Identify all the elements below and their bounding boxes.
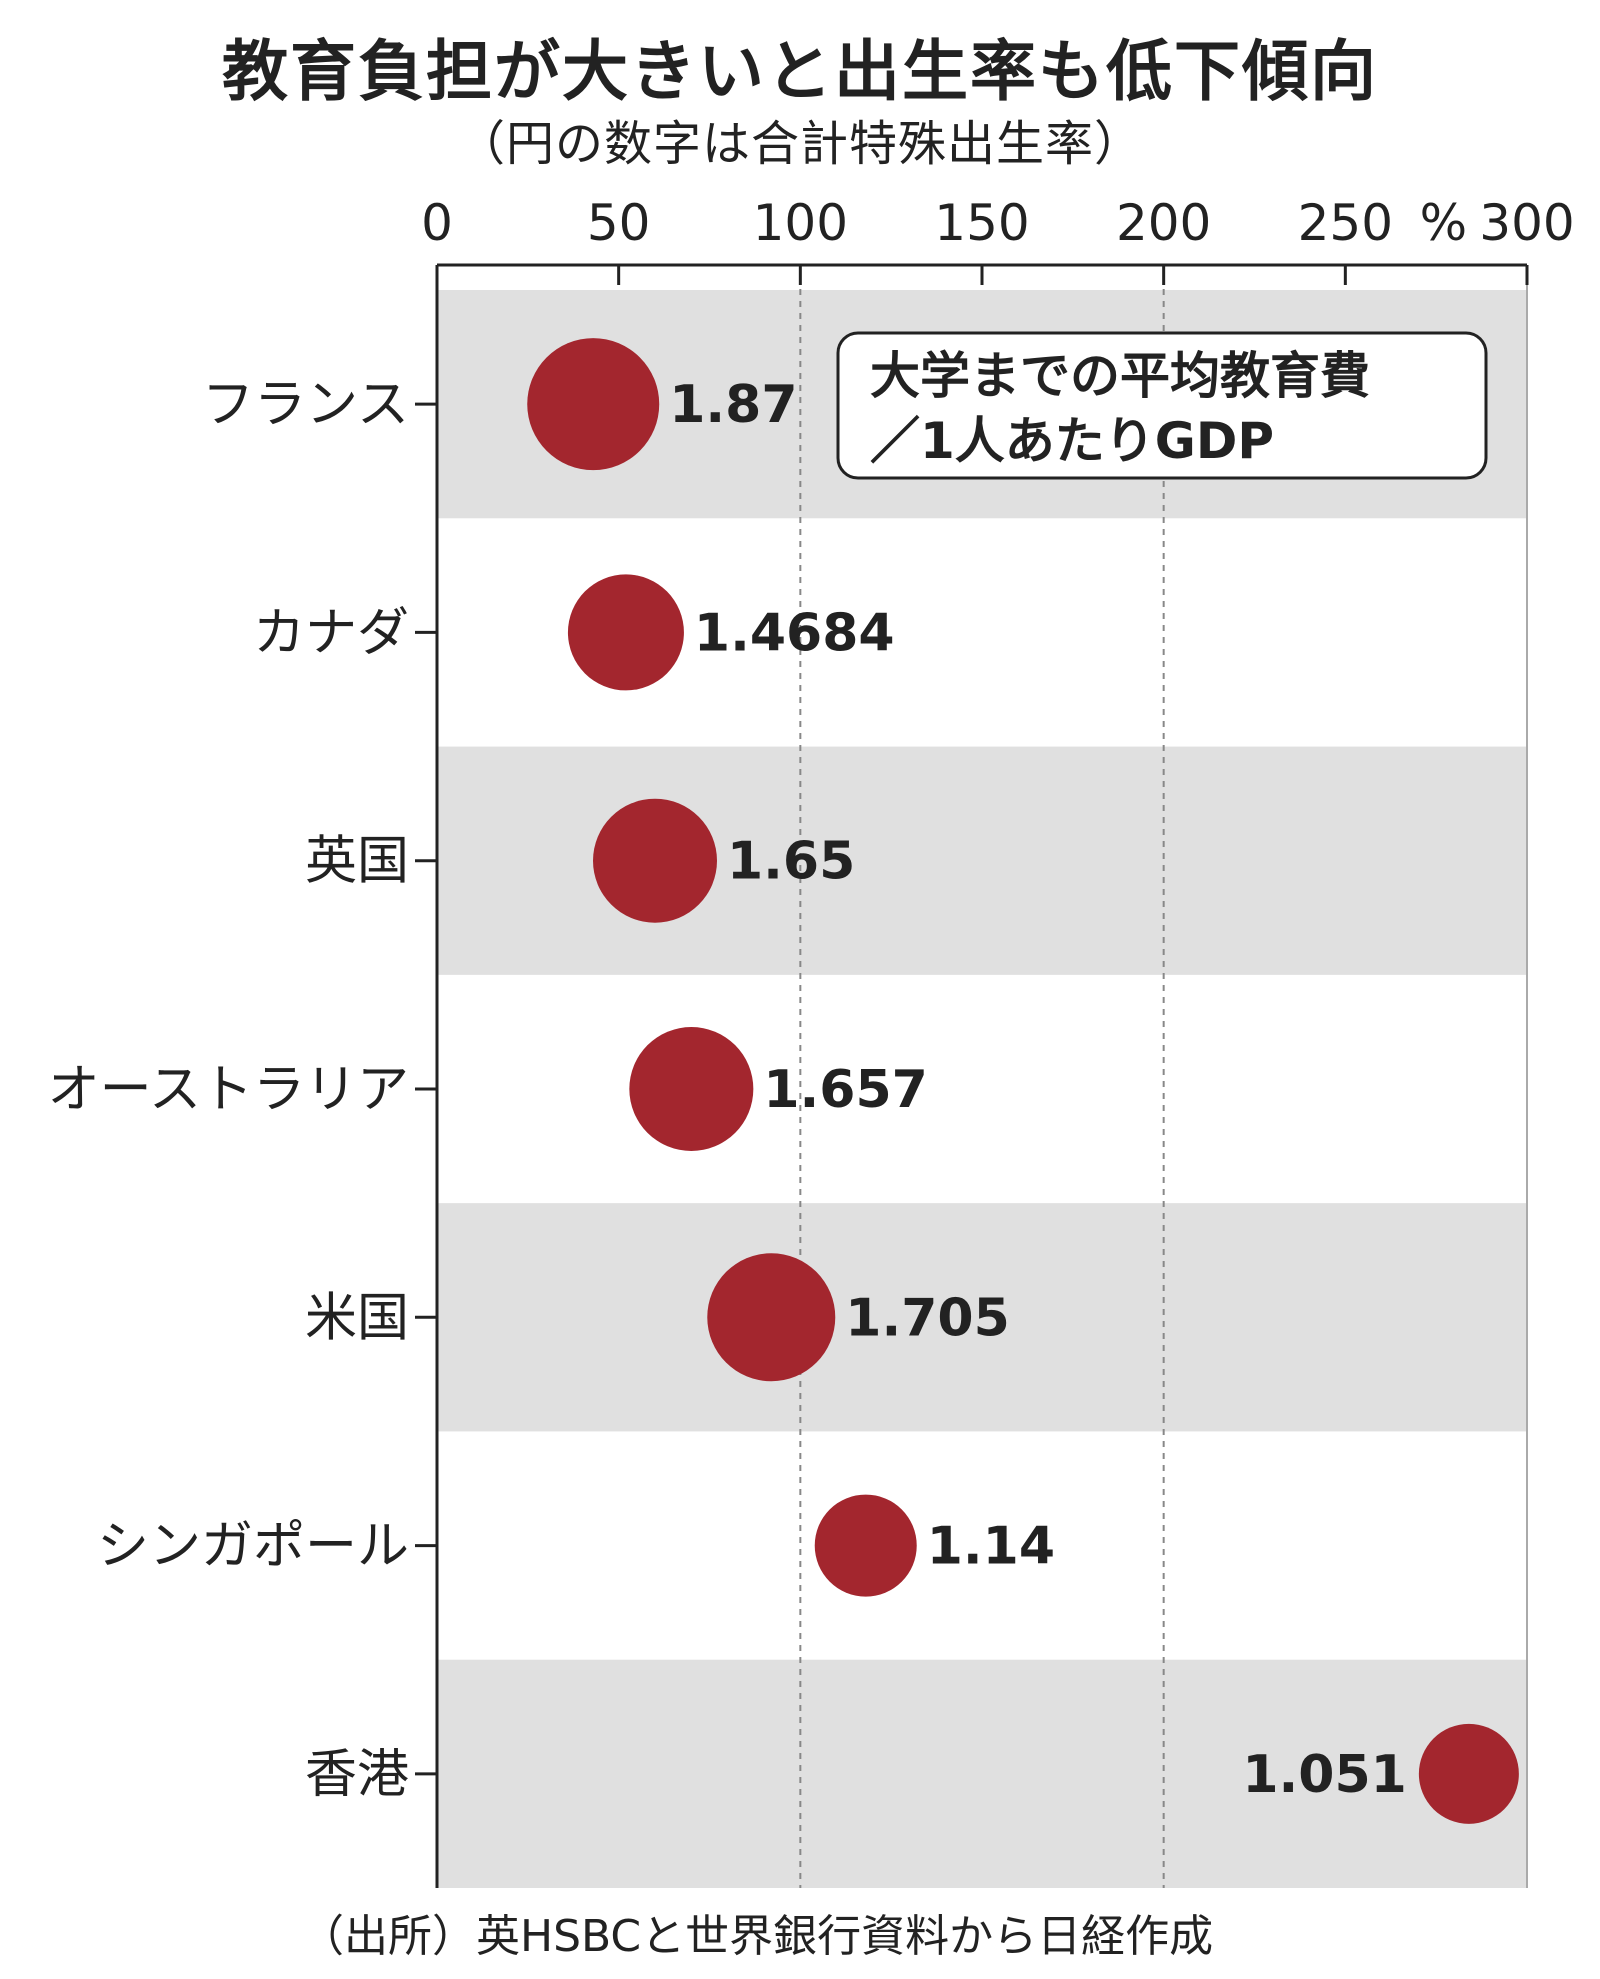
- fertility-label: 1.705: [845, 1288, 1009, 1348]
- category-label: カナダ: [253, 603, 409, 663]
- fertility-label: 1.051: [1242, 1745, 1406, 1805]
- x-tick-label: 150: [934, 194, 1029, 252]
- chart-subtitle: （円の数字は合計特殊出生率）: [456, 116, 1143, 172]
- category-label: 英国: [305, 832, 409, 892]
- data-bubble: [1418, 1723, 1519, 1824]
- data-bubble: [707, 1253, 836, 1382]
- source-note: （出所）英HSBCと世界銀行資料から日経作成: [300, 1911, 1214, 1962]
- fertility-label: 1.87: [669, 375, 797, 435]
- x-tick-label: 50: [587, 194, 651, 252]
- x-unit-label: %: [1420, 194, 1468, 252]
- category-label: オーストラリア: [48, 1060, 409, 1120]
- fertility-label: 1.4684: [694, 603, 895, 663]
- fertility-label: 1.657: [763, 1060, 927, 1120]
- data-bubble: [567, 574, 684, 691]
- row-band: [437, 1203, 1527, 1432]
- legend-line2: ／1人あたりGDP: [870, 412, 1274, 470]
- category-label: シンガポール: [97, 1517, 409, 1577]
- data-bubble: [814, 1494, 917, 1597]
- category-label: 香港: [305, 1745, 409, 1805]
- x-tick-label: 250: [1298, 194, 1393, 252]
- x-tick-label: 0: [421, 194, 453, 252]
- category-label: フランス: [202, 375, 409, 435]
- data-bubble: [629, 1027, 754, 1151]
- data-bubble: [593, 798, 717, 923]
- x-tick-label: 200: [1116, 194, 1211, 252]
- category-label: 米国: [305, 1288, 409, 1348]
- x-tick-label: 100: [753, 194, 848, 252]
- legend-box: 大学までの平均教育費 ／1人あたりGDP: [836, 331, 1488, 480]
- x-tick-label: 300: [1479, 194, 1574, 252]
- data-bubble: [527, 338, 660, 471]
- fertility-label: 1.14: [927, 1517, 1055, 1577]
- chart-title: 教育負担が大きいと出生率も低下傾向: [222, 33, 1378, 110]
- fertility-label: 1.65: [727, 832, 855, 892]
- legend-line1: 大学までの平均教育費: [870, 347, 1370, 405]
- row-band: [437, 1659, 1527, 1888]
